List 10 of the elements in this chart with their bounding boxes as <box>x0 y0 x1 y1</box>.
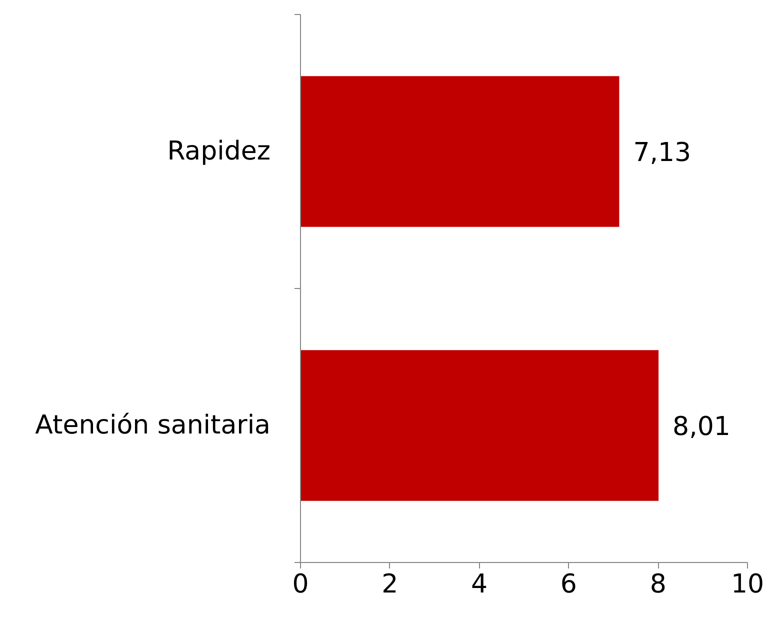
data-label: 8,01 <box>672 412 730 442</box>
y-tick-label: Atención sanitaria <box>35 410 271 440</box>
x-tick-label: 2 <box>382 570 398 600</box>
x-tick-label: 8 <box>650 570 666 600</box>
x-tick-label: 0 <box>292 570 309 600</box>
x-tick-label: 6 <box>560 570 577 600</box>
x-tick-label: 4 <box>471 570 488 600</box>
y-tick-label: Rapidez <box>167 136 271 166</box>
x-tick-label: 10 <box>730 570 764 600</box>
data-label: 7,13 <box>633 138 692 168</box>
